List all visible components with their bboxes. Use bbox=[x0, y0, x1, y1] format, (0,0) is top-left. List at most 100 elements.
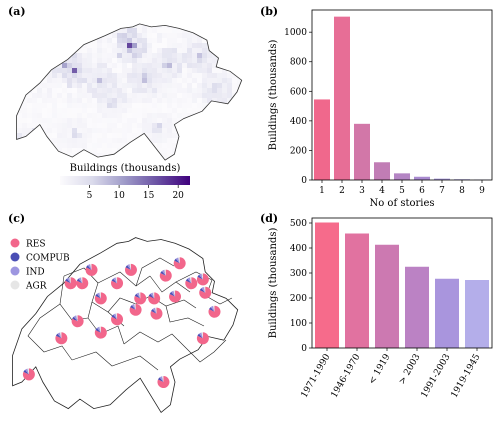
heatmap-cell bbox=[182, 43, 187, 48]
heatmap-cell bbox=[142, 113, 147, 118]
heatmap-cell bbox=[232, 33, 237, 38]
heatmap-cell bbox=[142, 78, 147, 83]
heatmap-cell bbox=[237, 123, 242, 128]
heatmap-cell bbox=[177, 118, 182, 123]
heatmap-cell bbox=[147, 123, 152, 128]
heatmap-cell bbox=[47, 33, 52, 38]
heatmap-cell bbox=[52, 23, 57, 28]
heatmap-cell bbox=[212, 163, 217, 168]
heatmap-cell bbox=[217, 93, 222, 98]
heatmap-cell bbox=[157, 93, 162, 98]
heatmap-cell bbox=[157, 133, 162, 138]
pie-slice bbox=[99, 326, 101, 333]
heatmap-cell bbox=[132, 128, 137, 133]
heatmap-cell bbox=[97, 93, 102, 98]
heatmap-cell bbox=[132, 18, 137, 23]
heatmap-cell bbox=[187, 73, 192, 78]
heatmap-cell bbox=[192, 93, 197, 98]
heatmap-cell bbox=[62, 118, 67, 123]
heatmap-cell bbox=[242, 128, 247, 133]
heatmap-cell bbox=[202, 163, 207, 168]
pie-slice bbox=[197, 333, 203, 339]
heatmap-cell bbox=[137, 48, 142, 53]
heatmap-cell bbox=[117, 78, 122, 83]
heatmap-cell bbox=[27, 83, 32, 88]
heatmap-cell bbox=[77, 103, 82, 108]
heatmap-cell bbox=[197, 123, 202, 128]
heatmap-cell bbox=[197, 68, 202, 73]
heatmap-cell bbox=[132, 68, 137, 73]
heatmap-cell bbox=[137, 103, 142, 108]
heatmap-cell bbox=[167, 53, 172, 58]
heatmap-cell bbox=[32, 143, 37, 148]
heatmap-cell bbox=[177, 28, 182, 33]
heatmap-cell bbox=[62, 43, 67, 48]
heatmap-cell bbox=[72, 83, 77, 88]
heatmap-cell bbox=[207, 138, 212, 143]
heatmap-cell bbox=[77, 38, 82, 43]
heatmap-cell bbox=[222, 43, 227, 48]
heatmap-cell bbox=[77, 113, 82, 118]
heatmap-cell bbox=[167, 88, 172, 93]
heatmap-cell bbox=[87, 28, 92, 33]
heatmap-cell bbox=[102, 138, 107, 143]
heatmap-cell bbox=[142, 118, 147, 123]
heatmap-cell bbox=[107, 33, 112, 38]
heatmap-cell bbox=[82, 93, 87, 98]
heatmap-cell bbox=[57, 23, 62, 28]
heatmap-cell bbox=[232, 153, 237, 158]
heatmap-cell bbox=[102, 58, 107, 63]
pie-slice bbox=[173, 257, 186, 270]
heatmap-cell bbox=[102, 93, 107, 98]
heatmap-cell bbox=[202, 83, 207, 88]
heatmap-cell bbox=[232, 43, 237, 48]
heatmap-cell bbox=[187, 93, 192, 98]
heatmap-cell bbox=[16, 48, 17, 53]
heatmap-cell bbox=[42, 98, 47, 103]
heatmap-cell bbox=[192, 53, 197, 58]
heatmap-cell bbox=[97, 103, 102, 108]
heatmap-cell bbox=[87, 133, 92, 138]
heatmap-cell bbox=[137, 73, 142, 78]
heatmap-cell bbox=[42, 33, 47, 38]
heatmap-cell bbox=[52, 103, 57, 108]
heatmap-cell bbox=[172, 138, 177, 143]
heatmap-cell bbox=[182, 78, 187, 83]
heatmap-cell bbox=[72, 18, 77, 23]
heatmap-cell bbox=[52, 133, 57, 138]
heatmap-cell bbox=[117, 133, 122, 138]
heatmap-cell bbox=[182, 103, 187, 108]
heatmap-cell bbox=[157, 108, 162, 113]
heatmap-cell bbox=[37, 78, 42, 83]
pie-slice bbox=[201, 273, 203, 280]
heatmap-cell bbox=[27, 18, 32, 23]
heatmap-cell bbox=[87, 33, 92, 38]
switzerland-border-c bbox=[12, 237, 239, 414]
heatmap-cell bbox=[27, 123, 32, 128]
heatmap-cell bbox=[162, 48, 167, 53]
heatmap-cell bbox=[72, 63, 77, 68]
heatmap-cell bbox=[142, 53, 147, 58]
heatmap-cell bbox=[222, 113, 227, 118]
heatmap-cell bbox=[52, 48, 57, 53]
heatmap-cell bbox=[232, 98, 237, 103]
heatmap-cell bbox=[92, 133, 97, 138]
heatmap-cell bbox=[62, 113, 67, 118]
heatmap-cell bbox=[167, 28, 172, 33]
heatmap-cell bbox=[102, 148, 107, 153]
pie-slice bbox=[90, 263, 92, 270]
heatmap-cell bbox=[207, 53, 212, 58]
heatmap-cell bbox=[147, 53, 152, 58]
y-tick-label: 200 bbox=[290, 294, 307, 304]
heatmap-cell bbox=[57, 118, 62, 123]
heatmap-cell bbox=[57, 128, 62, 133]
heatmap-cell bbox=[42, 58, 47, 63]
pie-slice bbox=[196, 332, 209, 345]
heatmap-cell bbox=[182, 108, 187, 113]
heatmap-cell bbox=[177, 53, 182, 58]
heatmap-cell bbox=[72, 48, 77, 53]
heatmap-cell bbox=[227, 158, 232, 161]
heatmap-cell bbox=[82, 153, 87, 158]
heatmap-cell bbox=[47, 53, 52, 58]
legend-swatch bbox=[10, 266, 20, 276]
